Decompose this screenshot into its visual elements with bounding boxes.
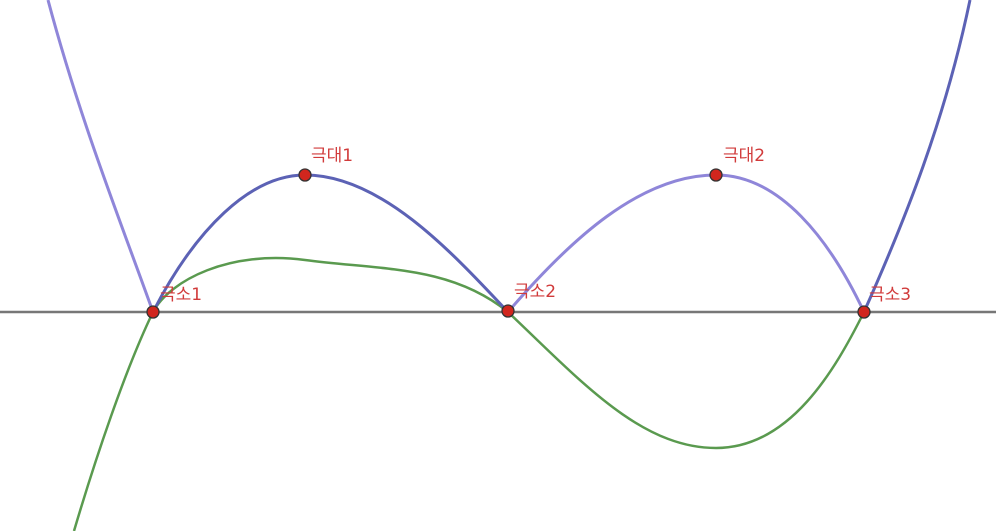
blue-curve-right (862, 0, 972, 313)
point-marker (501, 304, 515, 318)
point-marker (298, 168, 312, 182)
green-curve-lower (507, 311, 866, 450)
point-maximum-1[interactable]: 극대1 (298, 146, 353, 182)
point-label: 극소3 (869, 285, 911, 305)
point-minimum-1[interactable]: 극소1 (146, 285, 202, 319)
point-label: 극대2 (723, 146, 765, 166)
point-label: 극소1 (160, 285, 202, 305)
point-marker (709, 168, 723, 182)
point-minimum-3[interactable]: 극소3 (857, 285, 911, 319)
point-maximum-2[interactable]: 극대2 (709, 146, 765, 182)
point-label: 극소2 (514, 282, 556, 302)
purple-curve-left (46, 0, 155, 313)
point-minimum-2[interactable]: 극소2 (501, 282, 556, 318)
point-marker (146, 305, 160, 319)
blue-curve-arch (151, 173, 510, 314)
point-label: 극대1 (311, 146, 353, 166)
purple-curve-arch (506, 173, 866, 313)
point-marker (857, 305, 871, 319)
green-curve (72, 256, 509, 531)
